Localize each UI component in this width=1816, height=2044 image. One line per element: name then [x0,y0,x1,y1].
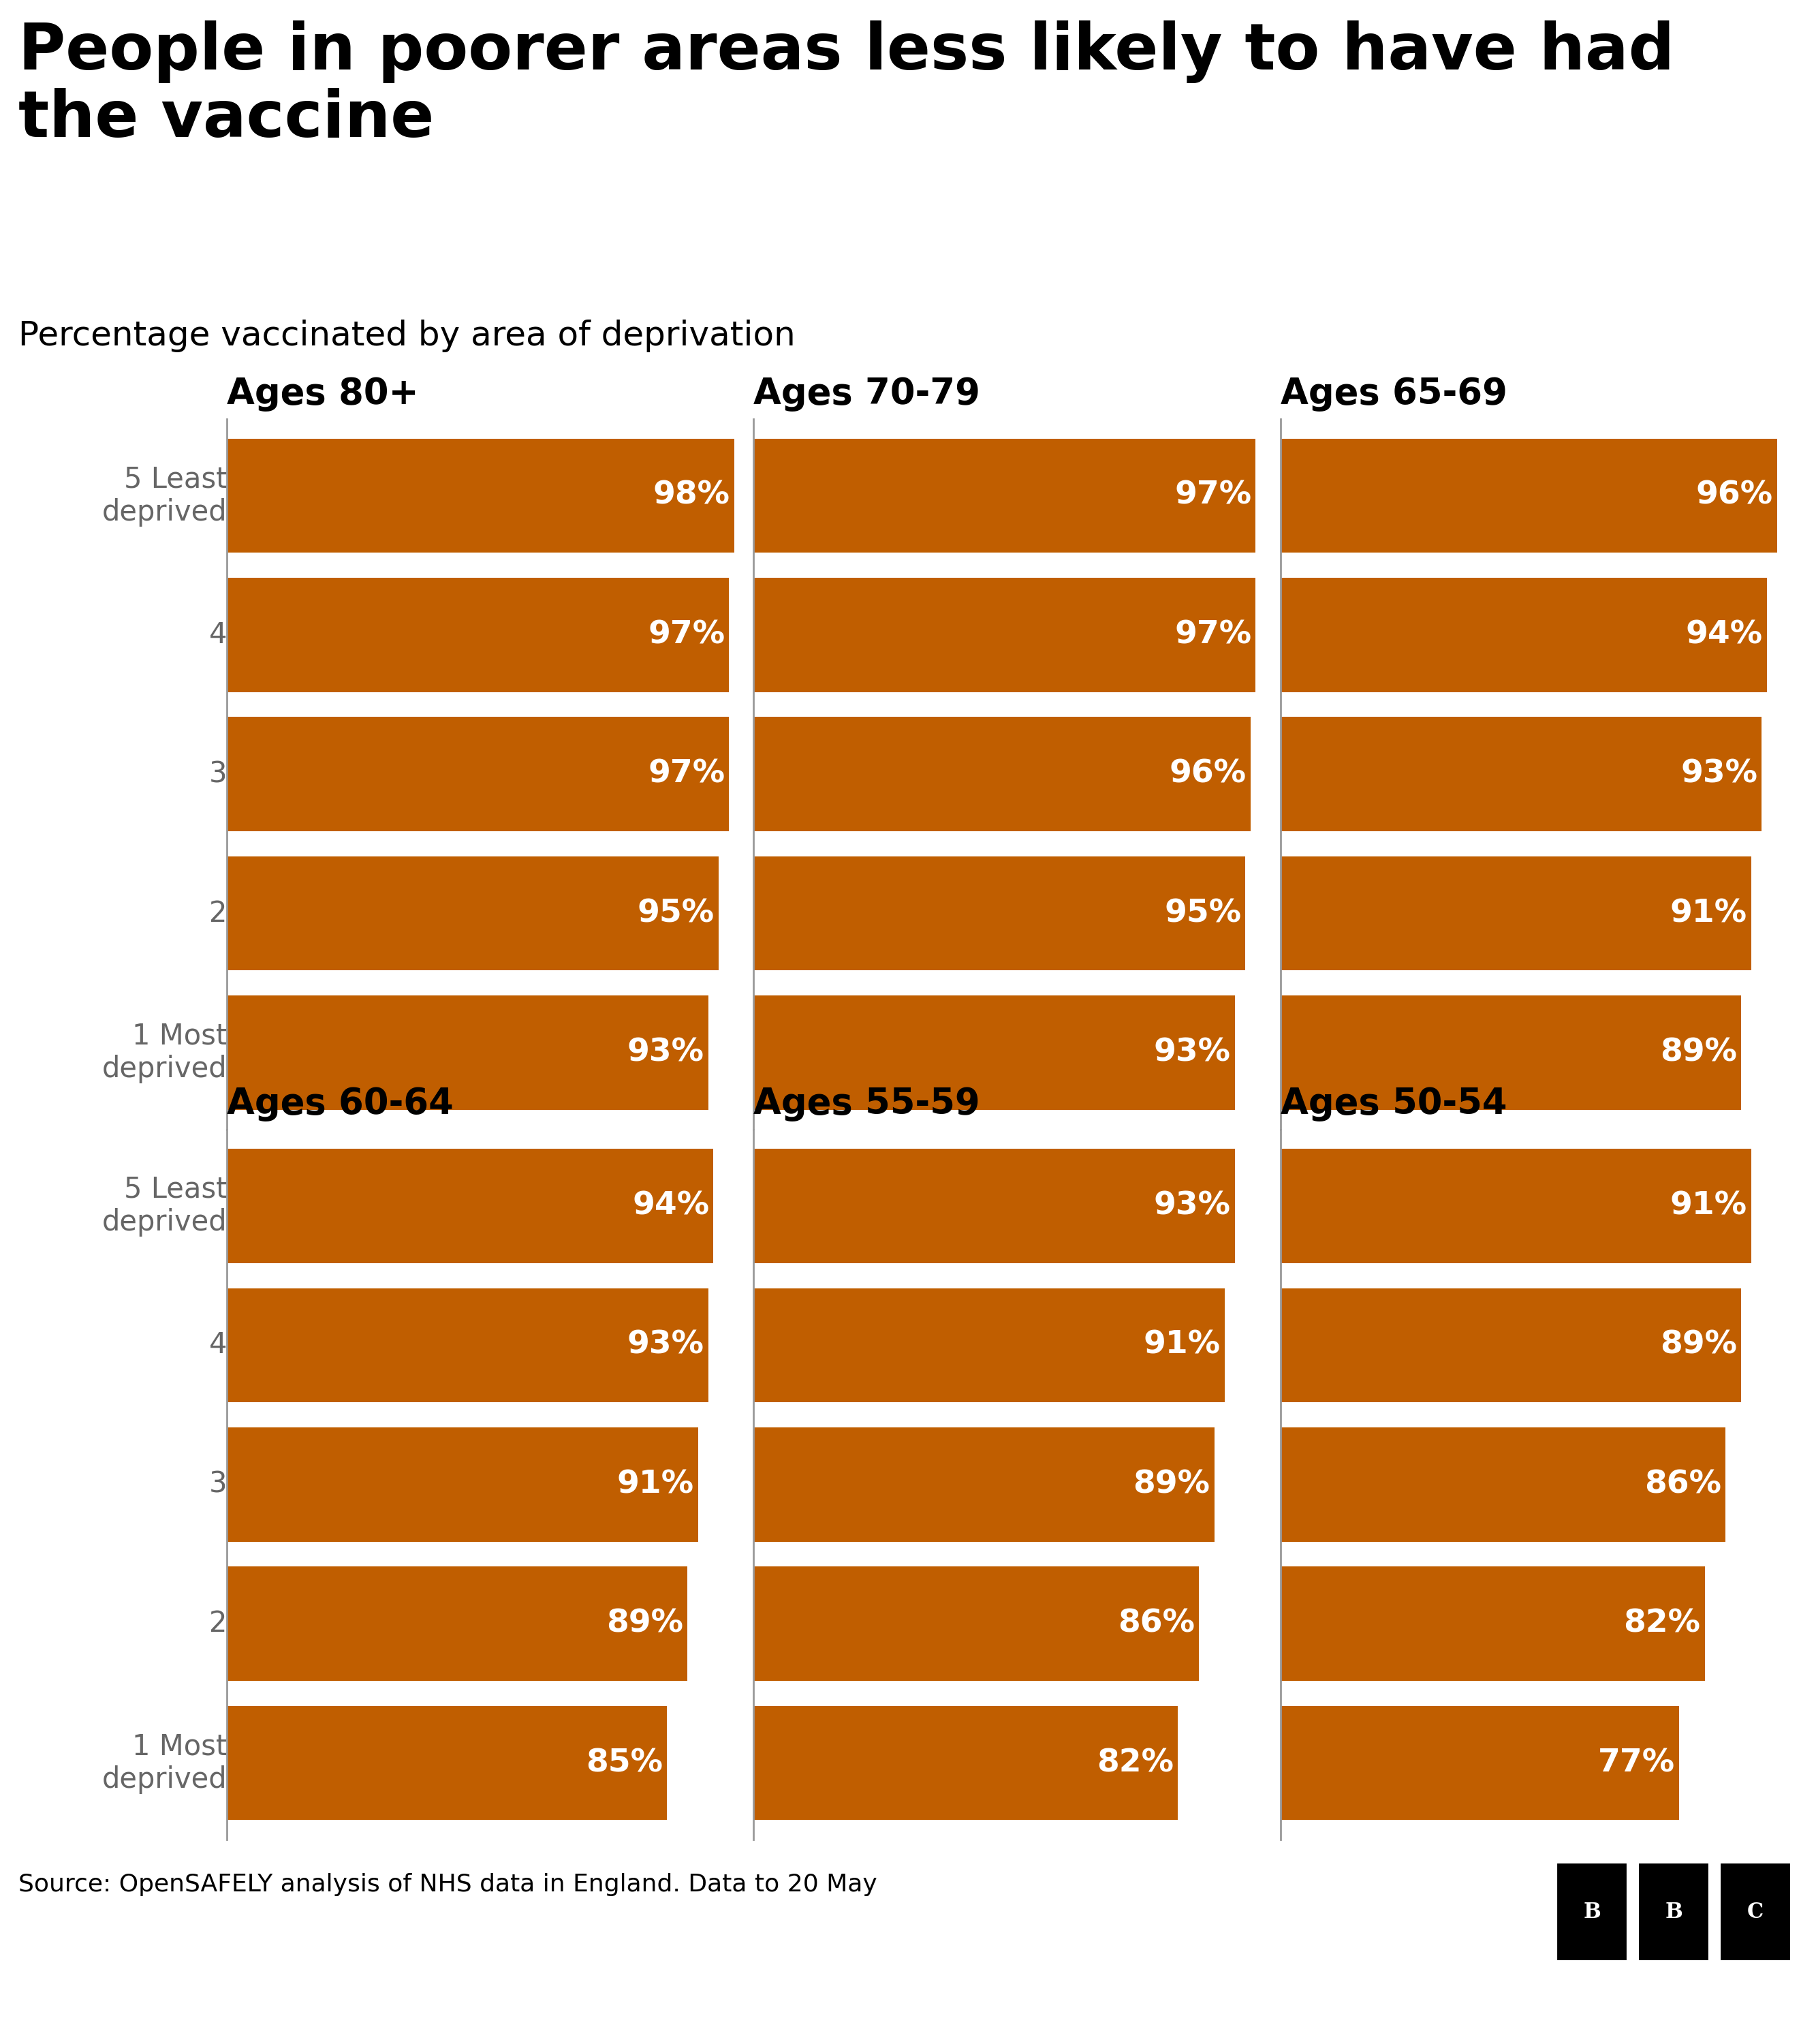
Text: 89%: 89% [1660,1331,1736,1361]
Bar [754,995,1235,1110]
Bar [1280,1427,1725,1541]
Text: 91%: 91% [617,1470,694,1500]
Text: 82%: 82% [1097,1748,1173,1778]
Text: 97%: 97% [1175,480,1251,511]
Text: 3: 3 [209,1470,227,1498]
Text: 1 Most
deprived: 1 Most deprived [102,1022,227,1083]
Bar [227,1707,666,1819]
Bar [227,578,728,693]
Text: 95%: 95% [1164,897,1240,928]
Text: 98%: 98% [654,480,730,511]
Bar [754,717,1251,832]
Text: 91%: 91% [1671,897,1747,928]
Bar [227,1566,688,1680]
Text: 95%: 95% [637,897,714,928]
Bar [227,439,734,552]
Bar [227,717,728,832]
Text: Ages 65-69: Ages 65-69 [1280,376,1507,411]
Bar [1280,1566,1705,1680]
Text: 93%: 93% [1153,1038,1231,1069]
Text: 2: 2 [209,1609,227,1637]
Text: Source: OpenSAFELY analysis of NHS data in England. Data to 20 May: Source: OpenSAFELY analysis of NHS data … [18,1872,877,1897]
Text: 85%: 85% [587,1748,663,1778]
Text: Ages 55-59: Ages 55-59 [754,1085,981,1122]
Text: Percentage vaccinated by area of deprivation: Percentage vaccinated by area of depriva… [18,319,795,352]
Text: 5 Least
deprived: 5 Least deprived [102,1175,227,1237]
Bar [754,1707,1179,1819]
Text: 4: 4 [209,1331,227,1359]
Bar [1556,1862,1627,1962]
Text: B: B [1584,1901,1600,1923]
Bar [1720,1862,1791,1962]
Text: 82%: 82% [1624,1609,1700,1639]
Text: 77%: 77% [1598,1748,1674,1778]
Text: 3: 3 [209,760,227,789]
Bar [227,1427,697,1541]
Text: 89%: 89% [607,1609,683,1639]
Bar [754,1427,1215,1541]
Text: 94%: 94% [632,1190,710,1220]
Text: 94%: 94% [1685,619,1763,650]
Text: 97%: 97% [648,758,725,789]
Bar [227,1288,708,1402]
Text: 93%: 93% [627,1038,705,1069]
Bar [754,1149,1235,1263]
Text: 96%: 96% [1170,758,1246,789]
Bar [754,439,1255,552]
Text: 93%: 93% [1153,1190,1231,1220]
Bar [227,995,708,1110]
Bar [1280,1707,1678,1819]
Text: 86%: 86% [1643,1470,1722,1500]
Bar [754,1288,1224,1402]
Bar [1280,995,1742,1110]
Text: 93%: 93% [627,1331,705,1361]
Bar [754,856,1246,971]
Text: 86%: 86% [1117,1609,1195,1639]
Text: 97%: 97% [1175,619,1251,650]
Text: 89%: 89% [1133,1470,1209,1500]
Bar [754,578,1255,693]
Bar [1280,1288,1742,1402]
Text: 97%: 97% [648,619,725,650]
Text: 4: 4 [209,621,227,650]
Text: 96%: 96% [1696,480,1772,511]
Text: Ages 70-79: Ages 70-79 [754,376,981,411]
Text: People in poorer areas less likely to have had
the vaccine: People in poorer areas less likely to ha… [18,20,1674,151]
Bar [227,1149,714,1263]
Bar [1280,717,1762,832]
Text: Ages 50-54: Ages 50-54 [1280,1085,1507,1122]
Bar [754,1566,1199,1680]
Bar [227,856,719,971]
Text: B: B [1665,1901,1682,1923]
Text: 2: 2 [209,899,227,928]
Text: 89%: 89% [1660,1038,1736,1069]
Text: Ages 60-64: Ages 60-64 [227,1085,454,1122]
Text: 5 Least
deprived: 5 Least deprived [102,464,227,527]
Bar [1638,1862,1709,1962]
Bar [1280,578,1767,693]
Text: Ages 80+: Ages 80+ [227,376,419,411]
Text: 91%: 91% [1144,1331,1220,1361]
Text: C: C [1747,1901,1763,1923]
Text: 1 Most
deprived: 1 Most deprived [102,1731,227,1795]
Bar [1280,439,1778,552]
Text: 93%: 93% [1680,758,1758,789]
Bar [1280,1149,1751,1263]
Text: 91%: 91% [1671,1190,1747,1220]
Bar [1280,856,1751,971]
